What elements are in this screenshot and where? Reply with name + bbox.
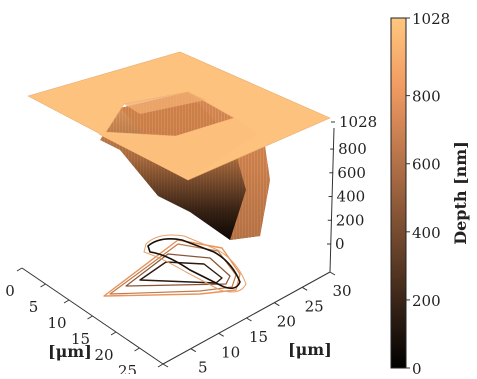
z-axis-line — [329, 127, 335, 273]
contour-projection — [103, 234, 247, 297]
x-tick-label: 20 — [94, 346, 113, 364]
x-tick-label: 0 — [5, 282, 15, 300]
x-tick-label: 10 — [47, 314, 66, 332]
y-tick-mark — [274, 302, 280, 307]
z-tick-label: 800 — [338, 140, 367, 158]
y-tick-label: 10 — [221, 343, 240, 361]
z-tick-label: 1028 — [339, 113, 377, 131]
colorbar-tick-label: 600 — [412, 156, 441, 174]
y-tick-label: 20 — [277, 313, 296, 331]
y-tick-label: 15 — [249, 328, 268, 346]
colorbar-gradient — [390, 17, 407, 369]
x-tick-mark — [134, 347, 140, 352]
z-tick-label: 200 — [336, 211, 365, 229]
colorbar-tick-label: 800 — [412, 88, 441, 106]
y-tick-mark — [162, 363, 169, 368]
y-tick-mark — [301, 286, 308, 291]
colorbar-tick-label: 0 — [412, 360, 422, 374]
y-tick-label: 25 — [305, 297, 324, 315]
x-tick-mark — [110, 331, 117, 336]
y-axis-label: [μm] — [288, 340, 332, 359]
x-axis-label: [μm] — [48, 342, 92, 361]
colorbar: 0 200 400 600 800 1028 Depth [nm] — [390, 10, 470, 378]
y-tick-label: 30 — [332, 282, 351, 300]
x-tick-mark — [87, 315, 93, 320]
colorbar-tick-label: 1028 — [412, 10, 450, 28]
colorbar-tick-label: 200 — [412, 292, 441, 310]
x-tick-label: 25 — [118, 362, 137, 374]
x-tick-mark — [16, 267, 23, 272]
colorbar-label: Depth [nm] — [451, 141, 470, 245]
colorbar-tick-label: 400 — [412, 224, 441, 242]
z-tick-label: 600 — [337, 164, 366, 182]
y-tick-label: 5 — [198, 359, 208, 374]
y-tick-mark — [329, 271, 336, 276]
z-tick-label: 0 — [335, 235, 345, 253]
x-tick-mark — [63, 299, 70, 304]
x-tick-label: 15 — [71, 330, 90, 348]
z-ticks: 0 200 400 600 800 1028 — [327, 113, 377, 253]
y-tick-mark — [218, 332, 224, 337]
x-tick-label: 5 — [29, 298, 39, 316]
top-plane — [27, 51, 331, 181]
y-tick-mark — [246, 317, 252, 322]
colorbar-ticks: 0 200 400 600 800 1028 — [406, 10, 450, 378]
z-tick-label: 400 — [337, 188, 366, 206]
y-tick-mark — [190, 348, 197, 353]
y-ticks: 051015202530 — [162, 271, 352, 379]
x-tick-mark — [40, 283, 46, 288]
x-tick-mark — [157, 363, 164, 368]
